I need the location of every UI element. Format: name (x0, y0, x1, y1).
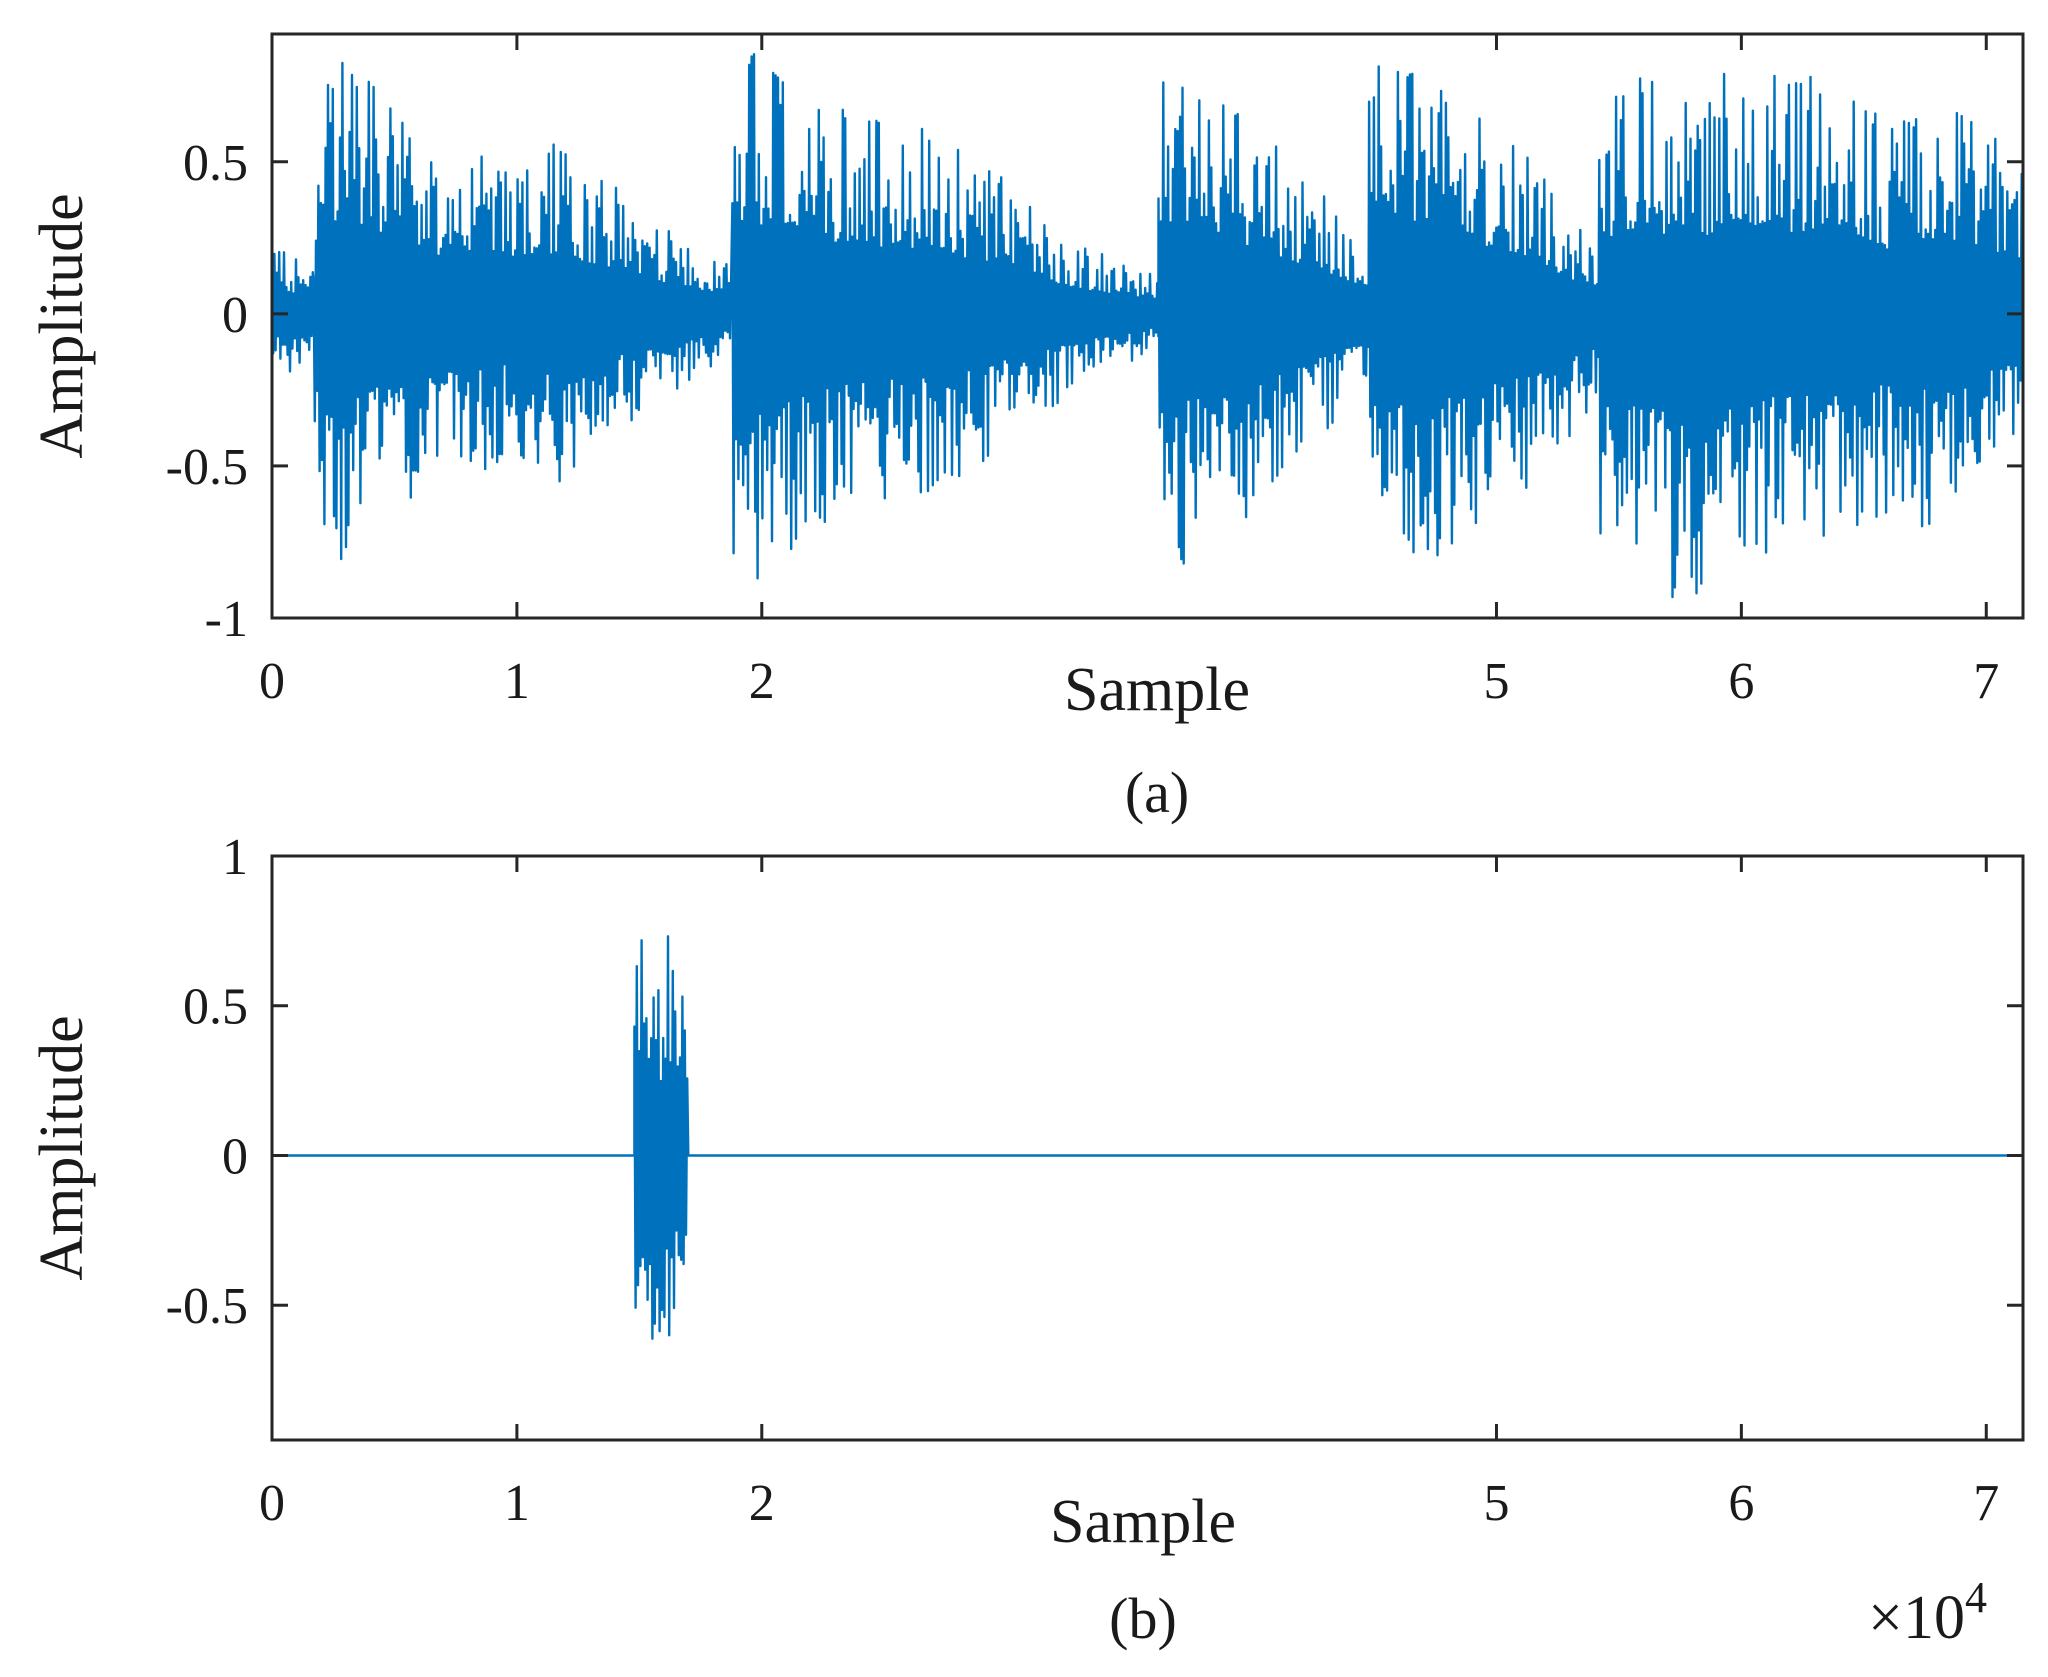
caption-b: (b) (1109, 1586, 1177, 1651)
ticks-a: 0 1 2 5 6 7 -1 -0.5 0 0.5 (166, 34, 2023, 710)
y-axis-label-a: Amplitude (28, 193, 96, 458)
caption-a: (a) (1125, 760, 1189, 825)
plot-frame-a (270, 32, 2025, 620)
x-axis-exponent: ×104 (1868, 1573, 1987, 1652)
y-tick-label-a: 0 (222, 287, 248, 344)
chart-panel-b: 0 1 2 5 6 7 -0.5 0 0.5 1 Sample Amplitude (b) ×10… (28, 829, 2025, 1652)
ticks-b: 0 1 2 5 6 7 -0.5 0 0.5 1 (166, 829, 2023, 1532)
y-tick-label-b: 1 (222, 829, 248, 886)
signal-path-b (272, 935, 2023, 1340)
y-tick-label-b: -0.5 (166, 1278, 248, 1335)
signal-path-a (272, 53, 2023, 599)
plot-frame-b (270, 854, 2025, 1442)
x-tick-label-b: 1 (504, 1475, 530, 1532)
signal-line-b (272, 935, 2023, 1340)
x-axis-label-b: Sample (1050, 1488, 1236, 1556)
x-tick-label-b: 7 (1973, 1475, 1999, 1532)
x-tick-label-a: 1 (504, 653, 530, 710)
x-tick-label-b: 0 (259, 1475, 285, 1532)
x-axis-exponent-base: ×10 (1868, 1584, 1965, 1652)
x-tick-label-a: 6 (1728, 653, 1754, 710)
x-tick-label-a: 5 (1483, 653, 1509, 710)
x-axis-exponent-power: 4 (1965, 1573, 1987, 1622)
x-tick-label-b: 5 (1483, 1475, 1509, 1532)
y-tick-label-a: -0.5 (166, 439, 248, 496)
x-tick-label-b: 6 (1728, 1475, 1754, 1532)
x-tick-label-a: 0 (259, 653, 285, 710)
x-tick-label-a: 2 (749, 653, 775, 710)
x-axis-label-a: Sample (1064, 656, 1250, 724)
y-tick-label-b: 0 (222, 1128, 248, 1185)
chart-panel-a: 0 1 2 5 6 7 -1 -0.5 0 0.5 Sample Amplitude (a) (28, 32, 2025, 825)
signal-line-a (272, 53, 2023, 599)
x-tick-label-a: 7 (1973, 653, 1999, 710)
y-tick-label-a: 0.5 (183, 135, 248, 192)
y-axis-label-b: Amplitude (28, 1015, 96, 1280)
y-tick-label-b: 0.5 (183, 979, 248, 1036)
y-tick-label-a: -1 (205, 591, 248, 648)
x-tick-label-b: 2 (749, 1475, 775, 1532)
